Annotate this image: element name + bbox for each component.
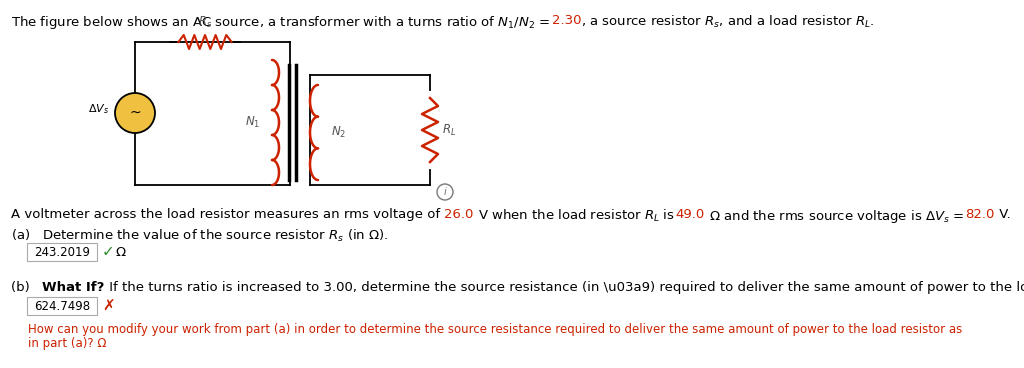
- Text: in part (a)? Ω: in part (a)? Ω: [28, 337, 106, 350]
- Text: 624.7498: 624.7498: [34, 300, 90, 312]
- Text: ✗: ✗: [102, 298, 115, 314]
- Text: ✓: ✓: [102, 244, 115, 259]
- Text: The figure below shows an AC source, a transformer with a turns ratio of $N_1/N_: The figure below shows an AC source, a t…: [11, 14, 552, 31]
- Text: $R_L$: $R_L$: [442, 123, 457, 138]
- Text: Ω: Ω: [116, 245, 126, 258]
- Text: A voltmeter across the load resistor measures an rms voltage of: A voltmeter across the load resistor mea…: [11, 208, 444, 221]
- Text: 243.2019: 243.2019: [34, 245, 90, 258]
- Text: 82.0: 82.0: [966, 208, 994, 221]
- Text: 49.0: 49.0: [675, 208, 705, 221]
- Text: ~: ~: [129, 106, 141, 120]
- Text: (b): (b): [11, 281, 43, 294]
- Text: $N_2$: $N_2$: [331, 124, 346, 139]
- Text: , a source resistor $R_s$, and a load resistor $R_L$.: , a source resistor $R_s$, and a load re…: [582, 14, 876, 30]
- Circle shape: [115, 93, 155, 133]
- Text: (a)   Determine the value of the source resistor $R_s$ (in $\Omega$).: (a) Determine the value of the source re…: [11, 228, 388, 244]
- FancyBboxPatch shape: [27, 243, 97, 261]
- Text: V when the load resistor $R_L$ is: V when the load resistor $R_L$ is: [474, 208, 675, 224]
- Text: $\Omega$ and the rms source voltage is $\Delta V_s$ =: $\Omega$ and the rms source voltage is $…: [705, 208, 966, 225]
- Text: $R_s$: $R_s$: [198, 15, 212, 30]
- Text: How can you modify your work from part (a) in order to determine the source resi: How can you modify your work from part (…: [28, 323, 963, 336]
- Text: 26.0: 26.0: [444, 208, 474, 221]
- Text: 2.30: 2.30: [552, 14, 582, 27]
- Text: $N_1$: $N_1$: [245, 114, 260, 130]
- Text: i: i: [443, 187, 446, 197]
- Text: $\Delta V_s$: $\Delta V_s$: [88, 102, 109, 116]
- FancyBboxPatch shape: [27, 297, 97, 315]
- Text: If the turns ratio is increased to 3.00, determine the source resistance (in \u0: If the turns ratio is increased to 3.00,…: [104, 281, 1024, 294]
- Text: V.: V.: [994, 208, 1011, 221]
- Text: What If?: What If?: [43, 281, 104, 294]
